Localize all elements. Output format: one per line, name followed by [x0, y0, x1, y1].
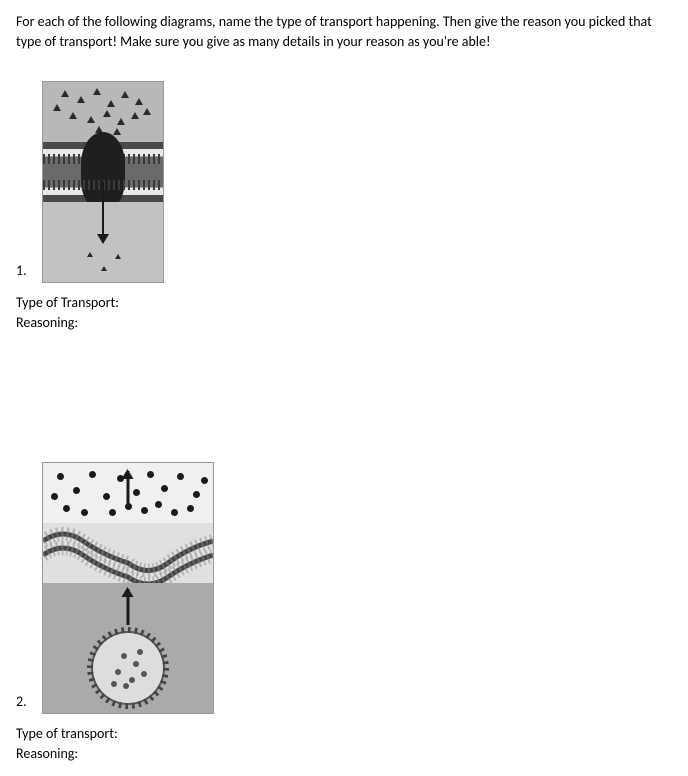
diagram-1 — [42, 81, 164, 283]
particle-triangle — [121, 91, 129, 98]
particle-triangle — [61, 90, 69, 97]
particle-dot — [81, 509, 88, 516]
vesicle-particle — [115, 669, 121, 675]
vesicle-particle — [121, 653, 127, 659]
particle-dot — [57, 473, 64, 480]
particle-dot — [133, 489, 140, 496]
particle-dot — [155, 501, 162, 508]
vesicle-particle — [133, 661, 139, 667]
question-number-1: 1. — [16, 262, 30, 283]
particle-triangle — [77, 96, 85, 103]
arrow-up-outside-icon — [127, 471, 130, 505]
particle-dot — [161, 485, 168, 492]
arrow-up-inside-icon — [127, 589, 130, 625]
particle-triangle — [87, 252, 93, 257]
particle-dot — [73, 487, 80, 494]
label-transport-1: Type of Transport: — [16, 293, 672, 313]
particle-triangle — [117, 118, 125, 125]
label-reasoning-2: Reasoning: — [16, 744, 672, 764]
particle-dot — [171, 509, 178, 516]
diagram-2 — [42, 462, 214, 714]
particle-triangle — [135, 98, 143, 105]
particle-dot — [103, 493, 110, 500]
particle-triangle — [131, 112, 139, 119]
particle-dot — [187, 505, 194, 512]
particle-triangle — [53, 104, 61, 111]
particle-triangle — [93, 88, 101, 95]
question-number-2: 2. — [16, 693, 30, 714]
particle-triangle — [115, 254, 121, 259]
particle-triangle — [143, 108, 151, 115]
vesicle — [93, 633, 163, 703]
vesicle-particle — [111, 681, 117, 687]
particle-dot — [193, 491, 200, 498]
particle-dot — [63, 505, 70, 512]
particle-triangle — [69, 112, 77, 119]
particle-triangle — [101, 266, 107, 271]
particle-triangle — [107, 100, 115, 107]
particle-dot — [51, 493, 58, 500]
instructions-text: For each of the following diagrams, name… — [16, 12, 672, 51]
particle-dot — [201, 477, 208, 484]
membrane-wave — [43, 523, 213, 583]
question-2: 2. Type of transport: Reasoning: — [16, 462, 672, 763]
particle-dot — [89, 471, 96, 478]
arrow-down-icon — [102, 182, 104, 242]
vesicle-particle — [141, 671, 147, 677]
particle-triangle — [113, 128, 121, 135]
particle-dot — [125, 503, 132, 510]
particle-dot — [141, 507, 148, 514]
vesicle-particle — [137, 649, 143, 655]
vesicle-particle — [129, 677, 135, 683]
particle-dot — [109, 509, 116, 516]
question-1: 1. Type of Transport: Reasoning: — [16, 81, 672, 332]
particle-dot — [117, 475, 124, 482]
particle-triangle — [103, 110, 111, 117]
particle-triangle — [87, 116, 95, 123]
label-reasoning-1: Reasoning: — [16, 313, 672, 333]
particle-dot — [147, 471, 154, 478]
label-transport-2: Type of transport: — [16, 724, 672, 744]
particle-dot — [177, 473, 184, 480]
vesicle-particle — [123, 683, 129, 689]
